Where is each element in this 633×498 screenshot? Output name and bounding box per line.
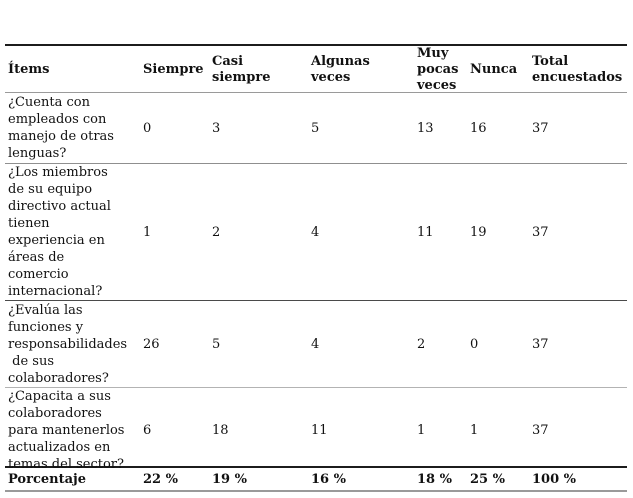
value-cell-total: 37 <box>532 336 549 352</box>
table-row: ¿Los miembros de su equipo directivo act… <box>5 164 627 301</box>
item-question: ¿Los miembros de su equipo directivo act… <box>8 165 111 299</box>
value-cell-siempre: 1 <box>143 224 152 240</box>
value-cell-siempre: 6 <box>143 423 152 438</box>
col-header-algunas-veces: Algunas veces <box>311 54 370 85</box>
value-cell-muy-pocas-veces: 2 <box>417 336 426 352</box>
value-cell-muy-pocas-veces: 1 <box>417 423 426 438</box>
value-cell-total: 37 <box>532 423 549 438</box>
survey-results-table: Ítems Siempre Casi siempre Algunas veces… <box>5 44 627 492</box>
table-row: ¿Cuenta con empleados con manejo de otra… <box>5 93 627 164</box>
item-question: ¿Capacita a sus colaboradores para mante… <box>8 389 125 472</box>
value-cell-siempre: 26 <box>143 336 160 352</box>
percentage-cell-algunas-veces: 16 % <box>311 471 346 487</box>
percentage-cell-siempre: 22 % <box>143 471 178 487</box>
value-cell-algunas-veces: 4 <box>311 336 320 352</box>
percentage-footer-row: Porcentaje 22 % 19 % 16 % 18 % 25 % 100 … <box>5 468 627 492</box>
value-cell-total: 37 <box>532 120 549 136</box>
value-cell-siempre: 0 <box>143 120 152 136</box>
col-header-muy-pocas-veces: Muy pocas veces <box>417 46 459 93</box>
value-cell-algunas-veces: 4 <box>311 224 320 240</box>
col-header-casi-siempre: Casi siempre <box>212 54 271 85</box>
value-cell-muy-pocas-veces: 13 <box>417 120 434 136</box>
value-cell-nunca: 16 <box>470 120 487 136</box>
col-header-total-encuestados: Total encuestados <box>532 54 623 85</box>
table-row: ¿Evalúa las funciones y responsabilidade… <box>5 301 627 388</box>
col-header-siempre: Siempre <box>143 62 204 77</box>
item-question: ¿Evalúa las funciones y responsabilidade… <box>8 302 128 386</box>
value-cell-algunas-veces: 5 <box>311 120 320 136</box>
value-cell-casi-siempre: 2 <box>212 224 221 240</box>
col-header-items: Ítems <box>8 62 50 77</box>
footer-label: Porcentaje <box>8 471 86 487</box>
value-cell-casi-siempre: 3 <box>212 120 221 136</box>
table-row: ¿Capacita a sus colaboradores para mante… <box>5 388 627 472</box>
value-cell-algunas-veces: 11 <box>311 423 328 438</box>
percentage-cell-total: 100 % <box>532 471 577 487</box>
item-question: ¿Cuenta con empleados con manejo de otra… <box>8 95 114 161</box>
percentage-cell-muy-pocas-veces: 18 % <box>417 471 452 487</box>
percentage-cell-nunca: 25 % <box>470 471 505 487</box>
value-cell-total: 37 <box>532 224 549 240</box>
value-cell-nunca: 1 <box>470 423 479 438</box>
col-header-nunca: Nunca <box>470 62 518 77</box>
value-cell-casi-siempre: 5 <box>212 336 221 352</box>
value-cell-muy-pocas-veces: 11 <box>417 224 434 240</box>
value-cell-nunca: 19 <box>470 224 487 240</box>
percentage-cell-casi-siempre: 19 % <box>212 471 247 487</box>
value-cell-casi-siempre: 18 <box>212 423 229 438</box>
table-header-row: Ítems Siempre Casi siempre Algunas veces… <box>5 44 627 93</box>
value-cell-nunca: 0 <box>470 336 479 352</box>
